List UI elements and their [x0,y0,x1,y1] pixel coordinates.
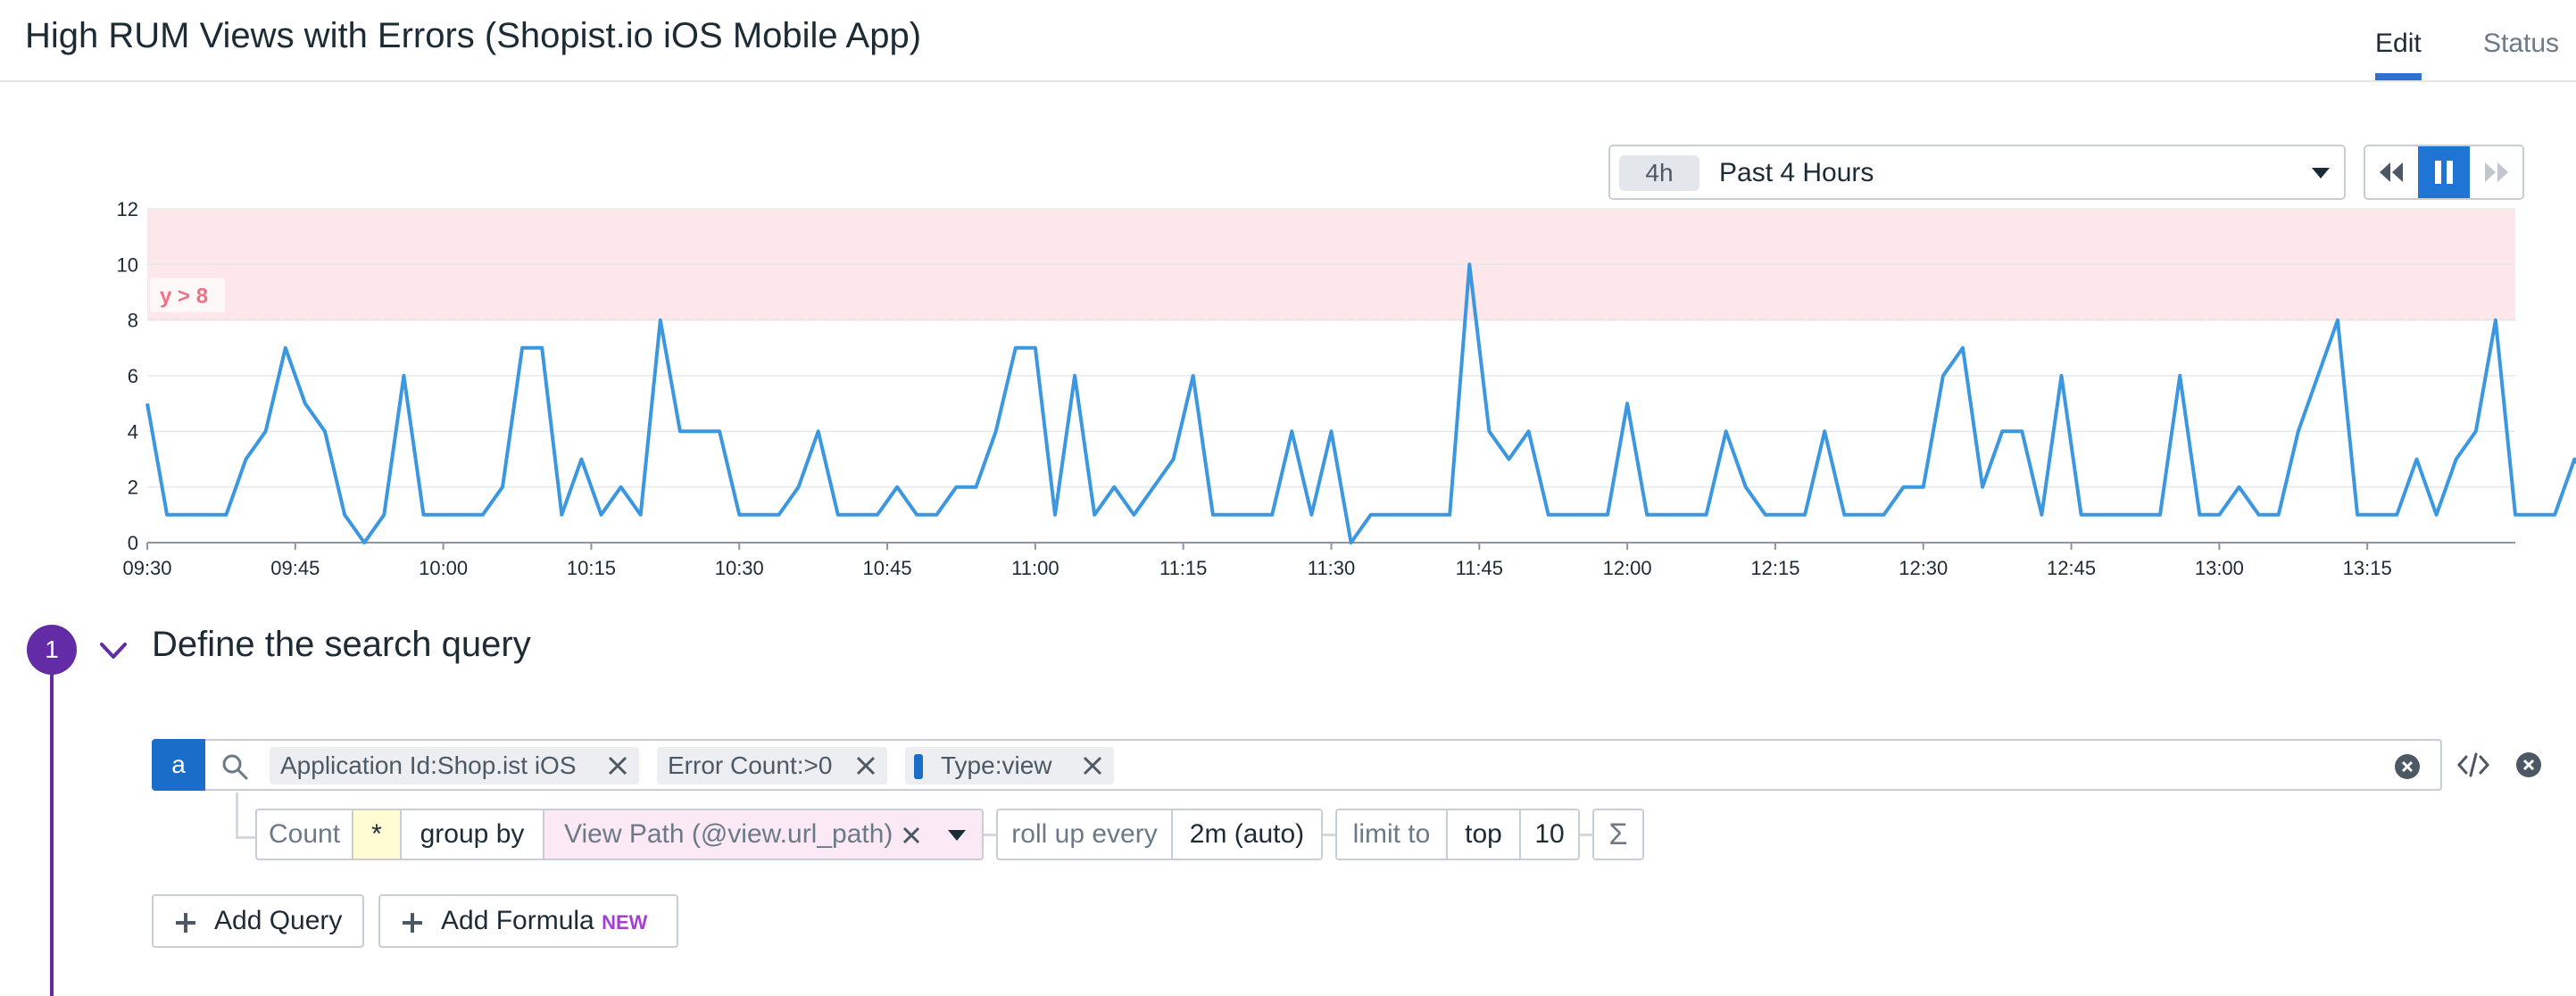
x-tick-label: 11:30 [1308,557,1355,579]
plus-icon [176,913,195,933]
tab-edit[interactable]: Edit [2375,29,2422,80]
fast-forward-button[interactable] [2470,146,2522,198]
timeseries-chart: 0 2 4 6 8 10 12 09:30 09:45 10:00 10:15 10:30 10:45 1… [117,198,2576,579]
playback-controls [2364,145,2524,200]
search-input[interactable]: Application Id:Shop.ist iOS Error Count:… [205,739,2442,791]
add-formula-label: Add Formula [441,906,594,935]
time-range-badge: 4h [1619,155,1699,191]
x-tick-label: 11:15 [1159,557,1207,579]
x-tick-label: 12:00 [1603,557,1652,579]
rewind-icon [2380,162,2404,182]
x-tick-label: 13:00 [2195,557,2244,579]
code-icon[interactable] [2456,751,2490,778]
y-tick-label: 0 [128,532,138,554]
clear-search-icon[interactable] [2394,753,2421,780]
limit-label: limit to [1335,809,1448,860]
query-connector [236,793,255,839]
group-by-field-label: View Path (@view.url_path) [564,819,893,849]
add-query-label: Add Query [214,906,343,935]
rollup-interval-select[interactable]: 2m (auto) [1171,809,1323,860]
filter-chip[interactable]: Error Count:>0 [657,747,887,784]
limit-direction-select[interactable]: top [1446,809,1521,860]
close-icon[interactable] [902,826,921,845]
x-tick-label: 12:30 [1899,557,1948,579]
page-header: High RUM Views with Errors (Shopist.io i… [0,0,2576,82]
page-title: High RUM Views with Errors (Shopist.io i… [25,16,922,55]
x-tick-label: 09:45 [270,557,320,579]
add-query-button[interactable]: Add Query [152,894,364,948]
time-range-select[interactable]: 4h Past 4 Hours [1608,145,2346,200]
threshold-label-bg [150,278,225,312]
pause-icon [2435,161,2453,184]
y-tick-label: 6 [128,365,138,387]
y-tick-label: 12 [117,198,138,220]
step-number: 1 [27,625,77,675]
plus-icon [403,913,422,933]
tab-edit-label: Edit [2375,29,2422,58]
row-joiner [1580,834,1592,836]
y-tick-label: 4 [128,420,138,443]
x-tick-label: 12:15 [1750,557,1799,579]
caret-down-icon[interactable] [948,830,966,841]
tab-status-label: Status [2483,29,2560,58]
filter-chip[interactable]: Application Id:Shop.ist iOS [270,747,639,784]
x-tick-label: 13:15 [2343,557,2392,579]
sigma-function-button[interactable]: Σ [1592,809,1644,860]
fast-forward-icon [2484,162,2508,182]
active-tab-indicator [2375,73,2422,80]
measure-select[interactable]: Count [255,809,353,860]
close-icon[interactable] [855,755,877,776]
close-icon[interactable] [607,755,628,776]
x-tick-label: 10:45 [863,557,912,579]
pause-button[interactable] [2417,146,2471,198]
threshold-label: y > 8 [160,285,208,309]
step-title: Define the search query [152,625,531,664]
caret-down-icon [2312,168,2330,178]
x-tick-label: 11:45 [1456,557,1503,579]
filter-chip-label: Type:view [941,751,1052,779]
close-icon[interactable] [1082,755,1103,776]
x-tick-label: 11:00 [1011,557,1059,579]
rollup-label: roll up every [996,809,1173,860]
x-tick-label: 10:00 [419,557,468,579]
new-badge: NEW [602,911,648,934]
facet-type-marker [914,754,923,779]
remove-query-icon[interactable] [2515,751,2542,778]
time-range-label: Past 4 Hours [1719,158,1874,187]
x-tick-label: 10:30 [715,557,764,579]
y-tick-label: 2 [128,477,138,499]
x-tick-label: 10:15 [567,557,616,579]
x-tick-label: 09:30 [122,557,171,579]
chevron-down-icon[interactable] [98,635,129,666]
row-joiner [1323,834,1335,836]
tab-status[interactable]: Status [2483,29,2559,59]
search-icon [222,754,248,780]
y-tick-label: 10 [117,253,138,276]
measure-field[interactable]: * [352,809,402,860]
step-connector-line [50,675,54,996]
filter-chip[interactable]: Type:view [905,747,1114,784]
filter-chip-label: Error Count:>0 [668,751,833,779]
x-tick-label: 12:45 [2047,557,2096,579]
group-by-label: group by [400,809,544,860]
row-joiner [984,834,996,836]
limit-count-input[interactable]: 10 [1519,809,1580,860]
query-letter[interactable]: a [152,739,205,791]
group-by-field[interactable]: View Path (@view.url_path) [543,809,984,860]
filter-chip-label: Application Id:Shop.ist iOS [280,751,577,779]
series-line [145,262,2576,544]
y-tick-label: 8 [128,310,138,332]
rewind-button[interactable] [2365,146,2418,198]
add-formula-button[interactable]: Add Formula NEW [378,894,678,948]
